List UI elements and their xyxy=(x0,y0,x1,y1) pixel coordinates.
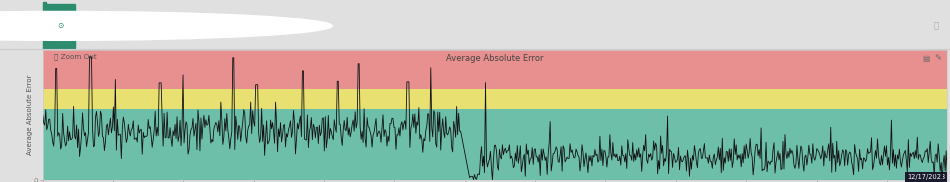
Text: Average Absolute Error: Average Absolute Error xyxy=(446,54,543,63)
Text: 12/17/2023: 12/17/2023 xyxy=(907,173,945,179)
Bar xyxy=(43,50,947,89)
Bar xyxy=(47,4,75,48)
Circle shape xyxy=(0,11,332,40)
Text: LOW PSI STEAM: LOW PSI STEAM xyxy=(81,32,143,41)
Bar xyxy=(43,109,947,180)
Text: P9038: P9038 xyxy=(81,11,115,21)
Text: ✎: ✎ xyxy=(934,54,940,63)
Text: ⬜: ⬜ xyxy=(933,21,938,30)
Bar xyxy=(43,89,947,109)
Text: ⊙: ⊙ xyxy=(58,21,64,30)
Text: ▤: ▤ xyxy=(922,54,929,63)
Text: 🔍 Zoom Out: 🔍 Zoom Out xyxy=(53,54,96,60)
Y-axis label: Average Absolute Error: Average Absolute Error xyxy=(27,75,32,155)
Bar xyxy=(43,2,47,50)
